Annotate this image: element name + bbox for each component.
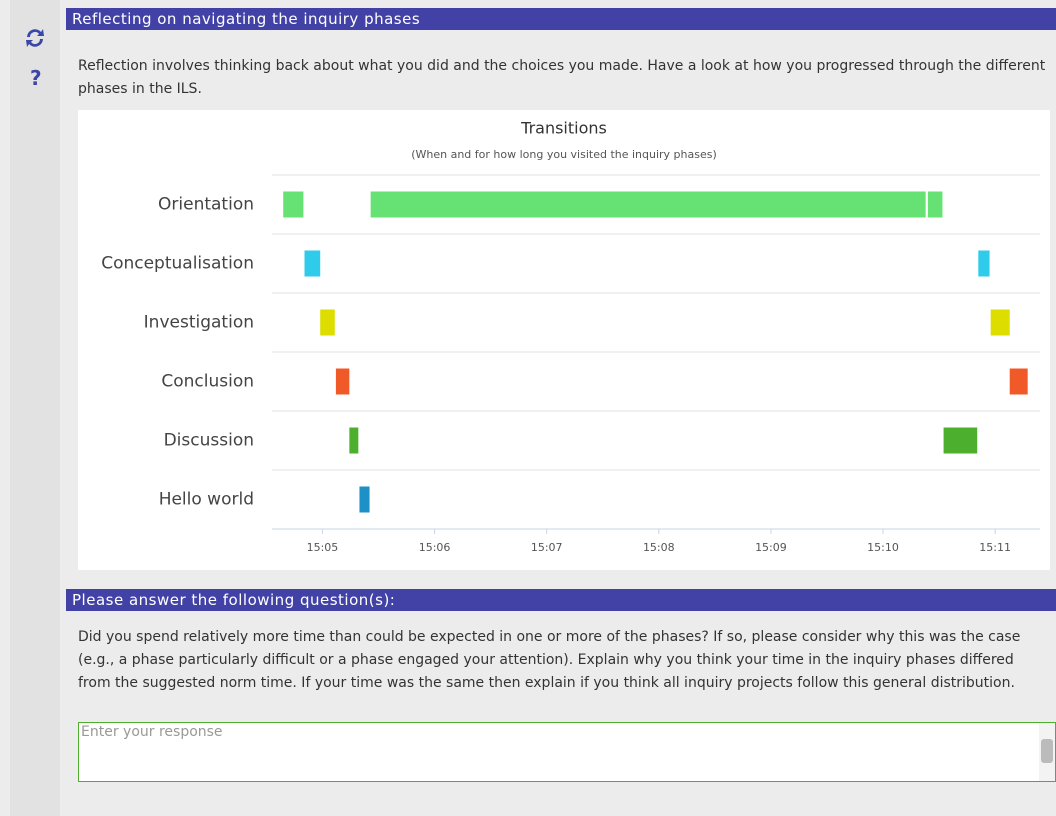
phase-bar bbox=[304, 250, 321, 277]
x-tick-label: 15:11 bbox=[979, 541, 1011, 554]
phase-bar bbox=[978, 250, 990, 277]
chart: Transitions (When and for how long you v… bbox=[101, 119, 1040, 554]
row-label: Conceptualisation bbox=[101, 254, 254, 274]
sidebar: ? bbox=[10, 0, 60, 816]
scrollbar bbox=[1039, 723, 1055, 781]
chart-title: Transitions bbox=[520, 119, 607, 138]
x-tick-label: 15:06 bbox=[419, 541, 451, 554]
phase-bar bbox=[990, 309, 1010, 336]
phase-bar bbox=[927, 191, 943, 218]
placeholder: Enter your response bbox=[81, 724, 223, 740]
phase-bar bbox=[943, 427, 978, 454]
row-label: Conclusion bbox=[161, 372, 254, 392]
x-tick-label: 15:09 bbox=[755, 541, 787, 554]
section-header: Please answer the following question(s): bbox=[66, 589, 1056, 611]
refresh-icon[interactable] bbox=[23, 26, 47, 50]
phase-bar bbox=[320, 309, 335, 336]
phase-bar bbox=[1009, 368, 1028, 395]
x-tick-label: 15:07 bbox=[531, 541, 563, 554]
chart-panel: Transitions (When and for how long you v… bbox=[78, 110, 1050, 570]
row-label: Discussion bbox=[164, 431, 254, 451]
phase-bar bbox=[283, 191, 304, 218]
phase-bar bbox=[370, 191, 926, 218]
row-label: Investigation bbox=[144, 313, 254, 333]
x-tick-label: 15:10 bbox=[867, 541, 899, 554]
phase-bar bbox=[335, 368, 350, 395]
question-text: Did you spend relatively more time than … bbox=[78, 629, 1021, 691]
x-tick-label: 15:05 bbox=[307, 541, 339, 554]
row-label: Orientation bbox=[158, 195, 254, 215]
x-tick-label: 15:08 bbox=[643, 541, 675, 554]
phase-bar bbox=[359, 486, 370, 513]
intro-text: Reflection involves thinking back about … bbox=[78, 58, 1046, 97]
chart-subtitle: (When and for how long you visited the i… bbox=[411, 148, 717, 161]
help-icon[interactable]: ? bbox=[30, 66, 42, 90]
response-textarea[interactable]: Enter your response bbox=[78, 722, 1056, 782]
phase-bar bbox=[349, 427, 359, 454]
section-header: Reflecting on navigating the inquiry pha… bbox=[66, 8, 1056, 30]
row-label: Hello world bbox=[159, 490, 254, 510]
